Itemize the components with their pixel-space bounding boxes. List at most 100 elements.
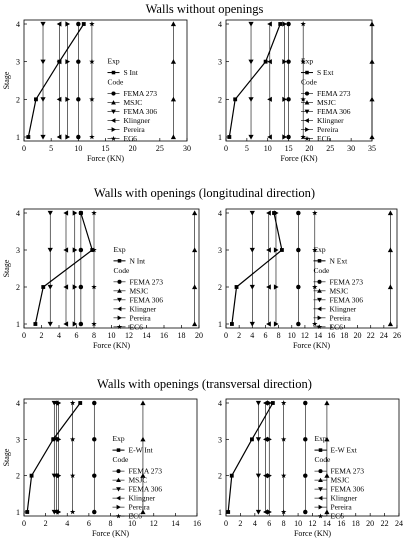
legend-label-fema-273: FEMA 273: [130, 277, 164, 286]
series-line-exp: [27, 23, 85, 138]
x-tick-label: 26: [393, 331, 401, 340]
point-fema-306: [47, 210, 53, 216]
x-tick-label: 2: [238, 519, 242, 528]
point-ec6: [91, 284, 97, 290]
x-tick-label: 10: [264, 144, 272, 153]
point-fema-273: [303, 400, 308, 406]
legend-label-fema-306: FEMA 306: [130, 295, 164, 304]
point-klingner: [266, 284, 271, 290]
y-tick-label: 3: [16, 58, 20, 67]
point-fema-273: [78, 321, 84, 327]
point-fema-273: [286, 21, 291, 27]
point-fema-306: [248, 134, 254, 140]
point-ec6: [69, 472, 76, 478]
point-fema-273: [286, 97, 291, 102]
legend-marker-fema-306: [111, 109, 116, 114]
point-fema-273: [76, 97, 81, 102]
plot-frame: [225, 398, 400, 517]
point-ec6: [91, 210, 97, 216]
point-exp: [227, 135, 232, 139]
y-tick-label: 2: [218, 472, 222, 481]
y-tick-label: 2: [16, 95, 20, 104]
legend-label-klingner: Klingner: [331, 494, 358, 503]
legend-marker-msjc: [116, 477, 121, 483]
point-pereira: [56, 509, 62, 515]
point-pereira: [72, 247, 78, 253]
point-exp: [25, 510, 30, 514]
point-fema-273: [92, 509, 97, 515]
legend-marker-exp: [111, 70, 116, 75]
point-exp: [78, 401, 83, 405]
legend-marker-fema-306: [304, 109, 310, 114]
point-exp: [57, 59, 62, 64]
point-fema-273: [92, 473, 97, 478]
plot-frame: [23, 19, 188, 142]
legend-marker-ec6: [316, 324, 323, 329]
point-fema-306: [40, 59, 46, 65]
point-klingner: [263, 400, 268, 406]
x-tick-label: 20: [366, 519, 374, 528]
legend-title: Exp: [314, 245, 326, 254]
point-ec6: [89, 21, 95, 27]
point-exp: [34, 97, 38, 102]
point-fema-306: [249, 247, 255, 253]
point-ec6: [91, 321, 97, 327]
point-fema-273: [296, 247, 301, 253]
x-tick-label: 10: [294, 519, 302, 528]
y-tick-label: 3: [16, 435, 20, 444]
legend-marker-klingner: [317, 306, 322, 312]
legend-marker-fema-273: [117, 279, 122, 284]
legend-label-msjc: MSJC: [331, 476, 350, 485]
point-fema-273: [76, 21, 81, 27]
plot-frame: [225, 208, 398, 329]
point-pereira: [72, 284, 78, 290]
legend-title: Exp: [113, 434, 125, 443]
legend-title: Exp: [114, 245, 126, 254]
legend-marker-ec6: [317, 513, 324, 519]
legend-label-exp: E-W Ext: [331, 446, 358, 455]
legend-code-title: Code: [108, 78, 125, 87]
y-tick-label: 2: [16, 283, 20, 292]
y-tick-label: 2: [16, 472, 20, 481]
chart-panel-2: 0 5 10 15 20 25 30 35 1 2 3 4 Force (KN) Exp S ExtCode…: [218, 19, 376, 163]
x-tick-label: 15: [102, 144, 110, 153]
x-tick-label: 6: [87, 519, 91, 528]
legend-title: Exp: [108, 57, 120, 66]
point-pereira: [65, 134, 71, 140]
point-msjc: [192, 284, 198, 290]
point-pereira: [273, 321, 279, 327]
x-tick-label: 0: [22, 144, 26, 153]
x-tick-label: 10: [108, 331, 116, 340]
section-title-no-openings: Walls without openings: [145, 2, 264, 16]
point-fema-306: [249, 321, 255, 327]
legend-label-fema-306: FEMA 306: [330, 295, 364, 304]
point-exp: [33, 322, 38, 326]
legend-label-ec6: EC6: [130, 322, 144, 331]
x-axis-label: Force (KN): [294, 529, 331, 538]
point-ec6: [312, 210, 318, 216]
point-ec6: [89, 58, 95, 64]
legend-label-msjc: MSJC: [330, 286, 349, 295]
point-klingner: [267, 134, 272, 140]
x-tick-label: 20: [129, 144, 137, 153]
point-pereira: [273, 247, 279, 253]
x-tick-label: 18: [178, 331, 186, 340]
legend-marker-msjc: [304, 100, 310, 105]
point-msjc: [140, 400, 146, 406]
x-tick-label: 16: [160, 331, 168, 340]
series-line-exp: [231, 212, 283, 325]
legend-marker-ec6: [116, 324, 123, 329]
y-tick-label: 2: [218, 283, 222, 292]
section-title-longitudinal: Walls with openings (longitudinal direct…: [93, 186, 316, 200]
legend-label-fema-273: FEMA 273: [330, 277, 364, 286]
point-msjc: [387, 247, 394, 253]
legend-marker-msjc: [117, 288, 122, 293]
point-fema-273: [76, 134, 81, 140]
point-msjc: [170, 21, 177, 27]
x-tick-label: 10: [128, 519, 136, 528]
x-tick-label: 14: [323, 519, 331, 528]
x-tick-label: 14: [314, 331, 322, 340]
